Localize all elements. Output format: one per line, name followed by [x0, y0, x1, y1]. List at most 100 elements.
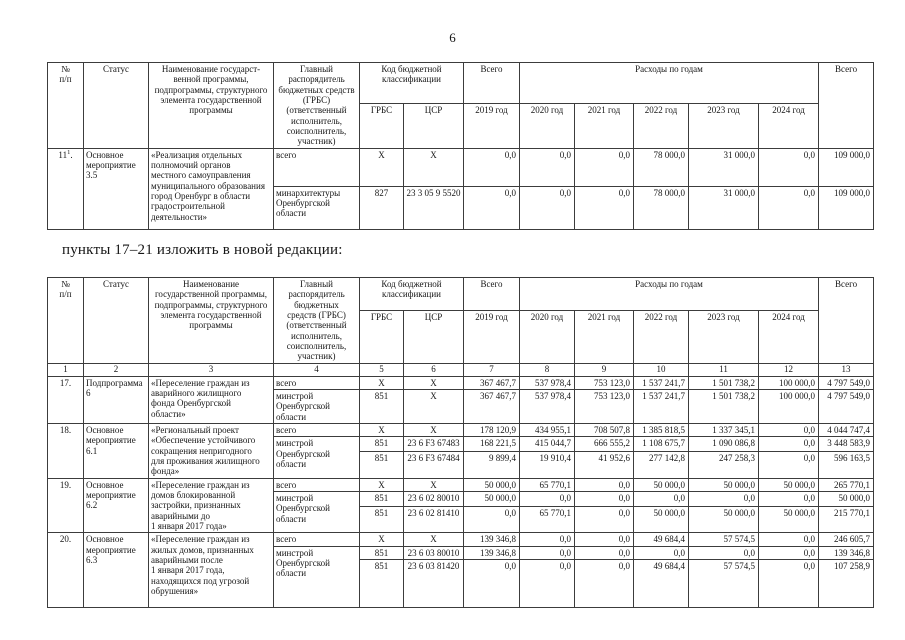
- value-cell: 434 955,1: [519, 423, 575, 438]
- value-cell: 139 346,8: [463, 532, 520, 547]
- value-cell: 78 000,0: [633, 147, 689, 187]
- value-cell: 247 258,3: [688, 450, 759, 479]
- value-cell: 168 221,5: [463, 436, 520, 452]
- executor-cell: минстрой Оренбургской области: [273, 491, 360, 534]
- value-cell: 1 537 241,7: [633, 388, 689, 425]
- header-num: № п/п: [47, 62, 84, 149]
- value-cell: 0,0: [757, 147, 820, 187]
- value-cell: 0,0: [688, 545, 759, 561]
- csr-code-cell: Х: [403, 532, 464, 547]
- grbs-code-cell: Х: [359, 147, 404, 187]
- header-num: № п/п: [47, 277, 84, 364]
- csr-code-cell: 23 3 05 9 5520: [403, 185, 464, 230]
- header-year: 2021 год: [574, 309, 634, 364]
- value-cell: 50 000,0: [688, 477, 759, 493]
- value-cell: 0,0: [757, 545, 820, 561]
- total-value-cell: 215 770,1: [818, 506, 875, 534]
- value-cell: 0,0: [757, 423, 820, 438]
- value-cell: 1 501 738,2: [688, 388, 759, 425]
- value-cell: 49 684,4: [633, 559, 689, 609]
- value-cell: 0,0: [519, 545, 575, 561]
- header-csr: ЦСР: [403, 309, 464, 364]
- value-cell: 0,0: [574, 532, 634, 547]
- value-cell: 100 000,0: [757, 375, 820, 390]
- value-cell: 178 120,9: [463, 423, 520, 438]
- csr-code-cell: Х: [403, 388, 464, 425]
- budget-table-rows17-20: № п/п Статус Наименование государственно…: [47, 277, 875, 609]
- header-expenses: Расходы по годам: [518, 277, 820, 311]
- col-number-cell: 13: [818, 362, 875, 377]
- value-cell: 57 574,5: [688, 559, 759, 609]
- value-cell: 0,0: [519, 147, 575, 187]
- value-cell: 666 555,2: [574, 436, 634, 452]
- total-value-cell: 139 346,8: [818, 545, 875, 561]
- header-total-right: Всего: [818, 62, 875, 149]
- header-status: Статус: [83, 62, 149, 149]
- total-value-cell: 4 044 747,4: [818, 423, 875, 438]
- value-cell: 0,0: [463, 147, 520, 187]
- value-cell: 0,0: [757, 450, 820, 479]
- col-number-cell: 12: [757, 362, 820, 377]
- csr-code-cell: 23 6 03 81420: [403, 559, 464, 609]
- value-cell: 0,0: [574, 545, 634, 561]
- row-number-footnote: 1: [67, 148, 71, 156]
- executor-cell: минстрой Оренбургской области: [273, 388, 360, 425]
- status-cell: Основное мероприятие 3.5: [83, 147, 149, 230]
- csr-code-cell: Х: [403, 423, 464, 438]
- col-number-cell: 3: [148, 362, 274, 377]
- total-value-cell: 109 000,0: [818, 185, 875, 230]
- header-year: 2021 год: [574, 103, 634, 149]
- col-number-cell: 1: [47, 362, 84, 377]
- total-value-cell: 596 163,5: [818, 450, 875, 479]
- value-cell: 57 574,5: [688, 532, 759, 547]
- csr-code-cell: Х: [403, 375, 464, 390]
- header-year: 2019 год: [463, 103, 520, 149]
- value-cell: 50 000,0: [757, 477, 820, 493]
- value-cell: 50 000,0: [463, 477, 520, 493]
- executor-cell: всего: [273, 532, 360, 547]
- executor-cell: минстрой Оренбургской области: [273, 436, 360, 479]
- executor-cell: всего: [273, 375, 360, 390]
- col-number-cell: 6: [403, 362, 464, 377]
- value-cell: 0,0: [574, 506, 634, 534]
- value-cell: 0,0: [574, 559, 634, 609]
- total-value-cell: 3 448 583,9: [818, 436, 875, 452]
- csr-code-cell: Х: [403, 147, 464, 187]
- col-number-cell: 5: [359, 362, 404, 377]
- value-cell: 0,0: [757, 532, 820, 547]
- header-year: 2019 год: [463, 309, 520, 364]
- value-cell: 1 537 241,7: [633, 375, 689, 390]
- grbs-code-cell: 851: [359, 436, 404, 452]
- col-number-cell: 4: [273, 362, 360, 377]
- grbs-code-cell: Х: [359, 477, 404, 493]
- value-cell: 9 899,4: [463, 450, 520, 479]
- value-cell: 0,0: [757, 491, 820, 508]
- value-cell: 0,0: [519, 532, 575, 547]
- total-value-cell: 246 605,7: [818, 532, 875, 547]
- col-number-cell: 9: [574, 362, 634, 377]
- value-cell: 0,0: [519, 559, 575, 609]
- value-cell: 50 000,0: [463, 491, 520, 508]
- status-cell: Основное мероприятие 6.3: [83, 532, 149, 609]
- name-cell: «Переселение граждан из домов блокирован…: [148, 477, 274, 534]
- header-status: Статус: [83, 277, 149, 364]
- header-total-left: Всего: [463, 61, 520, 105]
- row-number-cell: 20.: [47, 532, 84, 609]
- value-cell: 1 337 345,1: [688, 423, 759, 438]
- row-number-cell: 17.: [47, 375, 84, 425]
- value-cell: 0,0: [688, 491, 759, 508]
- value-cell: 0,0: [574, 491, 634, 508]
- value-cell: 31 000,0: [688, 185, 759, 230]
- header-expenses: Расходы по годам: [518, 61, 820, 105]
- col-number-cell: 10: [633, 362, 689, 377]
- header-year: 2020 год: [519, 103, 575, 149]
- value-cell: 49 684,4: [633, 532, 689, 547]
- status-cell: Основное мероприятие 6.1: [83, 423, 149, 479]
- value-cell: 753 123,0: [574, 388, 634, 425]
- value-cell: 100 000,0: [757, 388, 820, 425]
- header-csr: ЦСР: [403, 103, 464, 149]
- value-cell: 1 385 818,5: [633, 423, 689, 438]
- value-cell: 0,0: [633, 491, 689, 508]
- row-number-cell: 111.: [47, 147, 84, 230]
- header-grbs-code: ГРБС: [359, 103, 404, 149]
